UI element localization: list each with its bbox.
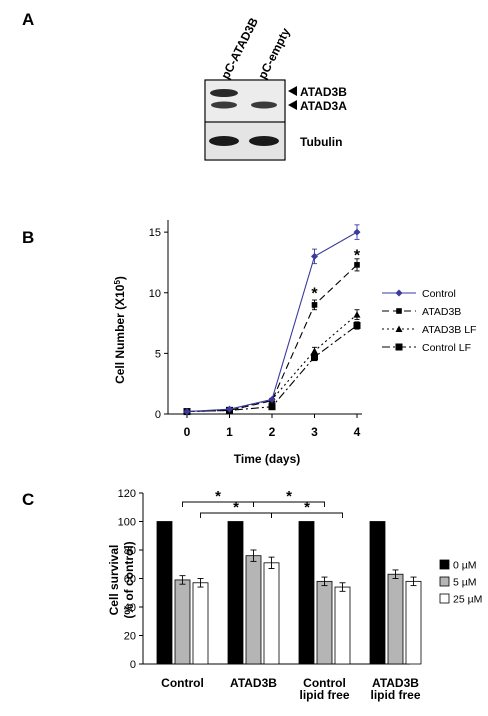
line-legend-label: Control xyxy=(422,288,456,300)
bar xyxy=(298,521,315,665)
line-point xyxy=(268,403,276,411)
bar xyxy=(387,573,404,665)
bar xyxy=(174,579,191,665)
line-legend-label: Control LF xyxy=(422,342,471,354)
line-significance-star: * xyxy=(311,285,318,302)
bar-y-tick-label: 120 xyxy=(118,488,136,500)
bar xyxy=(316,580,333,665)
line-point xyxy=(353,228,361,236)
line-point xyxy=(353,321,361,329)
bar-legend-swatch xyxy=(439,559,450,570)
line-point xyxy=(311,353,318,361)
line-legend-marker xyxy=(395,289,403,297)
western-blot: pC-ATAD3B pC-empty ATAD3B ATAD3A Tubulin xyxy=(204,15,347,161)
line-x-tick-label: 2 xyxy=(269,425,276,439)
significance-bracket xyxy=(271,512,343,518)
bar-legend-swatch xyxy=(439,576,450,587)
line-y-axis-label: Cell Number (X105) xyxy=(113,276,127,384)
band-atad3a-lane2 xyxy=(251,101,277,109)
bar-y-tick-label: 0 xyxy=(130,659,136,671)
line-x-tick-label: 0 xyxy=(184,425,191,439)
line-y-label-prefix: Cell Number (X10 xyxy=(113,284,127,384)
band-tubulin-lane2 xyxy=(249,136,279,146)
panel-c-label: C xyxy=(22,490,34,509)
band-label-tubulin: Tubulin xyxy=(300,135,342,149)
bar xyxy=(405,580,422,665)
bar xyxy=(334,586,351,665)
line-legend-label: ATAD3B LF xyxy=(422,324,476,336)
line-point xyxy=(354,262,360,268)
panel-a-label: A xyxy=(22,10,34,29)
significance-bracket xyxy=(253,501,325,507)
significance-star: * xyxy=(304,499,310,516)
bar xyxy=(156,521,173,665)
line-point xyxy=(311,302,318,308)
bar-y-axis-label-line1: Cell survival xyxy=(107,545,121,616)
line-legend-marker xyxy=(396,308,402,314)
line-point xyxy=(353,311,361,318)
line-y-tick-label: 5 xyxy=(155,348,161,360)
bar-category-label: lipid free xyxy=(370,688,420,702)
lane-label-1: pC-ATAD3B xyxy=(218,15,261,81)
bar xyxy=(369,521,386,665)
arrowhead-atad3a-icon xyxy=(288,100,297,110)
bar xyxy=(192,582,209,665)
line-x-tick-label: 3 xyxy=(311,425,318,439)
line-x-tick-label: 1 xyxy=(226,425,233,439)
line-point xyxy=(311,347,318,354)
bar-category-label: lipid free xyxy=(299,688,349,702)
bar-legend-swatch xyxy=(439,593,450,604)
line-x-axis-label: Time (days) xyxy=(234,452,300,466)
line-point xyxy=(183,408,191,416)
bar-y-tick-label: 80 xyxy=(124,545,136,557)
bar-category-label: ATAD3B xyxy=(230,676,277,690)
bar-y-tick-label: 100 xyxy=(118,517,136,529)
bar xyxy=(227,521,244,665)
arrowhead-atad3b-icon xyxy=(288,86,297,96)
bar-category-label: Control xyxy=(161,676,204,690)
lane-label-2: pC-empty xyxy=(255,25,293,81)
line-y-label-suffix: ) xyxy=(113,276,127,280)
band-label-atad3b: ATAD3B xyxy=(300,85,347,99)
line-legend-label: ATAD3B xyxy=(422,306,461,318)
significance-star: * xyxy=(215,488,221,505)
bar-legend-label: 5 µM xyxy=(453,577,477,589)
bar xyxy=(245,555,262,665)
line-series-0 xyxy=(186,231,358,413)
line-point xyxy=(311,252,318,260)
bar-legend-label: 0 µM xyxy=(453,560,477,572)
line-x-tick-label: 4 xyxy=(354,425,361,439)
line-series-1 xyxy=(186,264,358,413)
bar-y-tick-label: 40 xyxy=(124,602,136,614)
band-label-atad3a: ATAD3A xyxy=(300,99,347,113)
line-point xyxy=(226,405,233,413)
bar-y-axis-label-line2: (% of control) xyxy=(122,541,136,618)
blot-upper-background xyxy=(206,81,284,121)
bar-y-tick-label: 60 xyxy=(124,574,136,586)
line-y-tick-label: 0 xyxy=(155,409,161,421)
line-y-tick-label: 15 xyxy=(149,227,161,239)
bar-category-label: Control xyxy=(303,676,346,690)
line-legend-marker xyxy=(395,343,403,351)
survival-bar-chart: Cell survival (% of control) 0 20 40 60 80 10… xyxy=(107,488,482,702)
band-atad3a-lane1 xyxy=(211,101,237,109)
line-legend-marker xyxy=(395,325,403,332)
line-point xyxy=(268,395,276,403)
bar-y-tick-label: 20 xyxy=(124,631,136,643)
band-tubulin-lane1 xyxy=(209,136,239,146)
significance-star: * xyxy=(286,488,292,505)
bar-legend-label: 25 µM xyxy=(453,594,482,606)
bar-category-label: ATAD3B xyxy=(372,676,419,690)
line-y-tick-label: 10 xyxy=(149,288,161,300)
significance-star: * xyxy=(233,499,239,516)
line-significance-star: * xyxy=(354,248,361,265)
bar xyxy=(263,562,280,665)
line-y-label-exponent: 5 xyxy=(113,280,122,285)
band-atad3b-lane1 xyxy=(210,89,238,97)
panel-b-label: B xyxy=(22,228,34,247)
